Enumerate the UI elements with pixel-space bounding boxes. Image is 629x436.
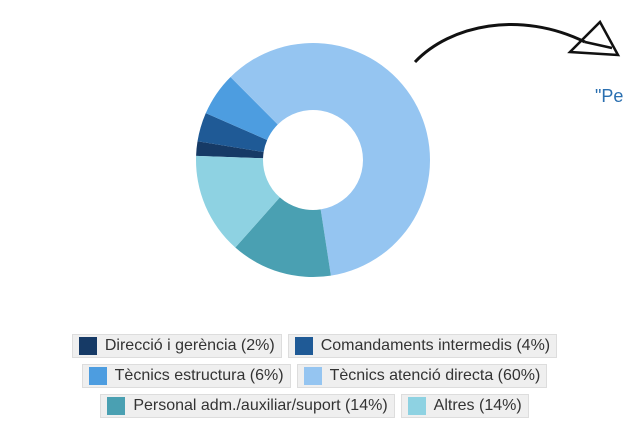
- legend-swatch: [78, 337, 97, 355]
- legend-item: Comandaments intermedis (4%): [287, 334, 558, 358]
- legend-swatch: [107, 397, 126, 415]
- donut-slice: [197, 113, 268, 153]
- donut-slice: [230, 42, 431, 276]
- legend-label: Tècnics estructura (6%): [114, 367, 284, 384]
- donut-slice: [196, 155, 280, 248]
- legend-label: Direcció i gerència (2%): [104, 337, 275, 354]
- arrow-head: [567, 19, 621, 57]
- legend-item: Direcció i gerència (2%): [71, 334, 282, 358]
- legend-swatch: [88, 367, 107, 385]
- donut-slice: [235, 197, 331, 277]
- legend-label: Tècnics atenció directa (60%): [329, 367, 541, 384]
- legend-item: Tècnics estructura (6%): [81, 364, 291, 388]
- legend-swatch: [407, 397, 426, 415]
- legend-label: Comandaments intermedis (4%): [320, 337, 551, 354]
- legend-label: Personal adm./auxiliar/suport (14%): [133, 397, 388, 414]
- legend-item: Personal adm./auxiliar/suport (14%): [100, 394, 395, 418]
- legend-swatch: [294, 337, 313, 355]
- donut-slice: [196, 141, 264, 159]
- donut-slice: [205, 76, 278, 140]
- legend-label: Altres (14%): [433, 397, 522, 414]
- legend-item: Altres (14%): [400, 394, 529, 418]
- annotation: "Pe: [595, 86, 623, 106]
- legend-item: Tècnics atenció directa (60%): [296, 364, 548, 388]
- arrow: [413, 23, 586, 64]
- legend-swatch: [303, 367, 322, 385]
- legend: Direcció i gerència (2%) Comandaments int…: [0, 334, 629, 418]
